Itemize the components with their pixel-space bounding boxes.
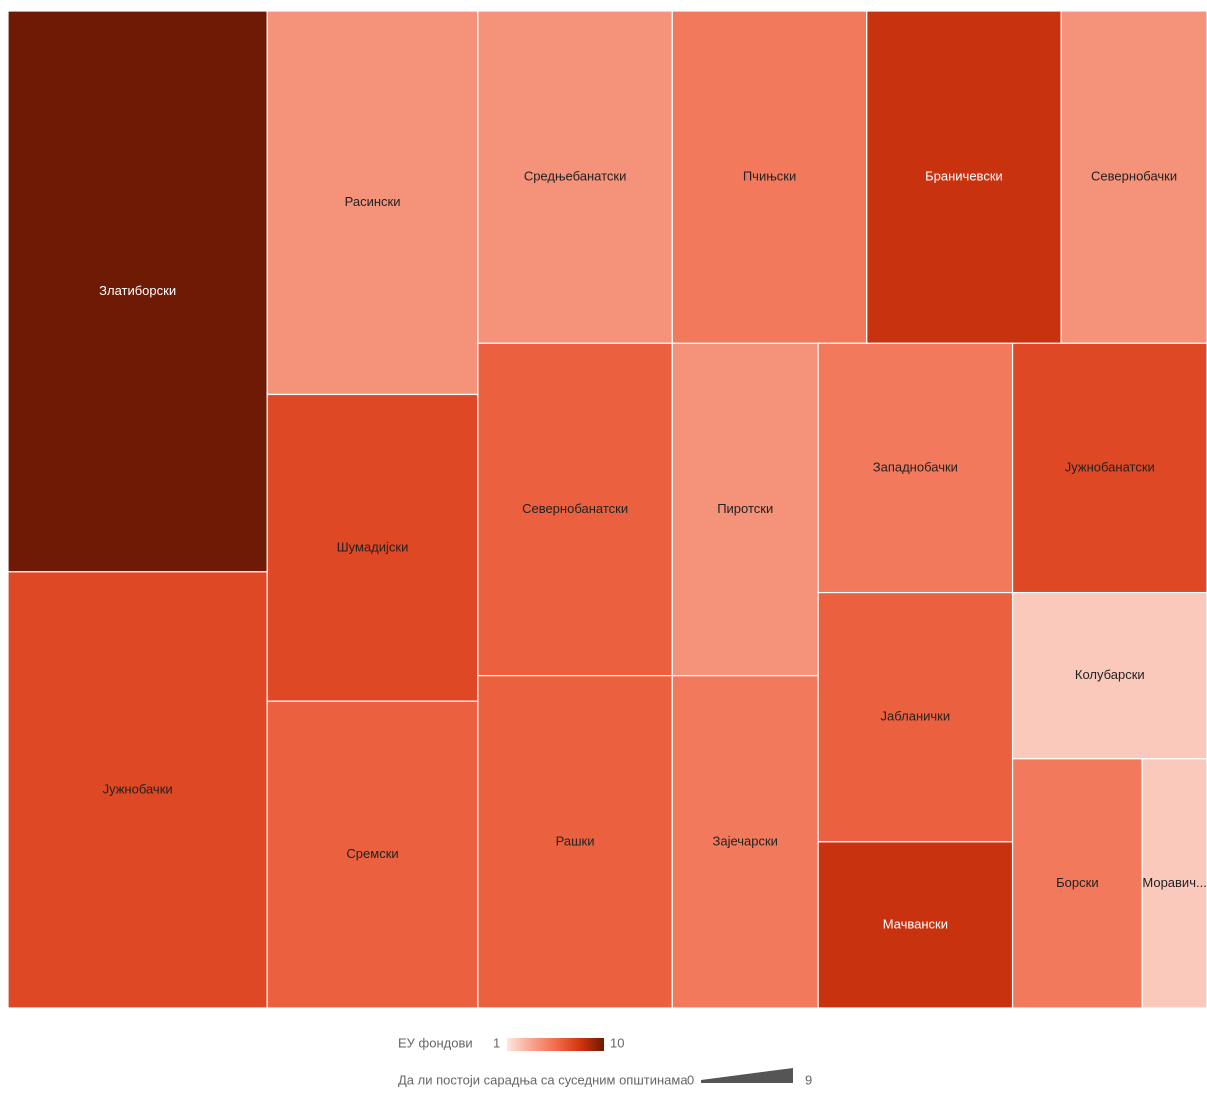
color-legend-title: ЕУ фондови bbox=[398, 1035, 473, 1050]
cell-label: Моравич... bbox=[1142, 875, 1206, 890]
treemap-cell bbox=[671, 342, 819, 677]
color-legend-max: 10 bbox=[610, 1035, 624, 1050]
cell-label: Западнобачки bbox=[873, 459, 958, 474]
treemap-cell bbox=[1011, 758, 1143, 1009]
cell-label: Сремски bbox=[346, 846, 398, 861]
treemap-cell bbox=[1011, 342, 1207, 594]
cell-label: Севернобачки bbox=[1091, 169, 1177, 184]
cell-label: Златиборски bbox=[99, 283, 176, 298]
cell-label: Браничевски bbox=[925, 169, 1003, 184]
cell-label: Зајечарски bbox=[712, 833, 777, 848]
cell-label: Пиротски bbox=[717, 501, 773, 516]
cells: Златиборски Јужнобачки Расински Шумадијски С… bbox=[7, 10, 1207, 1009]
cell-label: Средњебанатски bbox=[524, 169, 627, 184]
treemap-cell bbox=[817, 342, 1014, 594]
cell-label: Мачвански bbox=[883, 916, 948, 931]
cell-label: Јужнобанатски bbox=[1065, 459, 1155, 474]
treemap-cell bbox=[7, 10, 268, 573]
treemap-cell bbox=[1141, 758, 1207, 1009]
treemap-cell bbox=[817, 591, 1014, 843]
treemap-cell bbox=[1011, 591, 1207, 760]
cell-label: Јабланички bbox=[881, 709, 951, 724]
cell-label: Севернобанатски bbox=[522, 501, 628, 516]
size-legend-title: Да ли постоји сарадња са суседним општин… bbox=[398, 1072, 688, 1087]
cell-label: Борски bbox=[1056, 875, 1098, 890]
cell-label: Јужнобачки bbox=[103, 781, 173, 796]
treemap-cell bbox=[671, 675, 819, 1009]
color-legend-bar bbox=[507, 1038, 604, 1051]
cell-label: Рашки bbox=[556, 833, 595, 848]
size-legend-max: 9 bbox=[805, 1072, 812, 1087]
treemap-cell bbox=[477, 342, 673, 677]
treemap-cell bbox=[7, 571, 268, 1009]
treemap-cell bbox=[266, 393, 479, 702]
size-legend-min: 0 bbox=[687, 1072, 694, 1087]
cell-label: Пчињски bbox=[743, 169, 796, 184]
treemap-cell bbox=[817, 841, 1014, 1009]
treemap-cell bbox=[266, 10, 479, 396]
treemap-cell bbox=[866, 10, 1062, 344]
treemap-cell bbox=[266, 700, 479, 1009]
treemap-cell bbox=[477, 10, 673, 344]
cell-label: Колубарски bbox=[1075, 667, 1145, 682]
cell-label: Расински bbox=[345, 194, 401, 209]
size-legend-wedge bbox=[701, 1068, 793, 1083]
color-legend-min: 1 bbox=[493, 1035, 500, 1050]
treemap-cell bbox=[671, 10, 868, 344]
cell-label: Шумадијски bbox=[337, 539, 409, 554]
